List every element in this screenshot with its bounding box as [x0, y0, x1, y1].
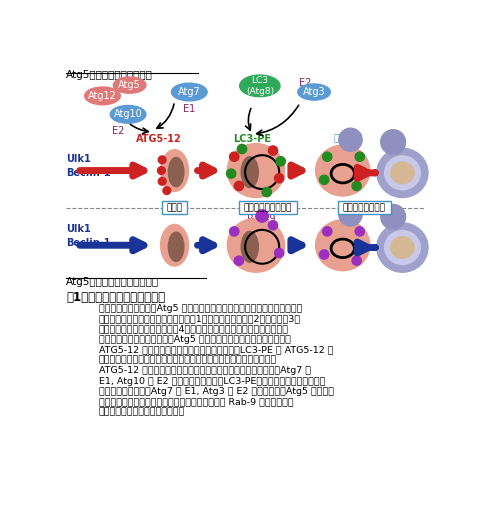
Text: オートファジーには、Atg5 に依存した反応（上段）と依存しない反応（下: オートファジーには、Atg5 に依存した反応（上段）と依存しない反応（下 — [99, 304, 302, 313]
Circle shape — [268, 146, 278, 155]
Text: オートファジーの場合には、ゴルジ膜を利用して Rab-9 依存的にオー: オートファジーの場合には、ゴルジ膜を利用して Rab-9 依存的にオー — [99, 397, 293, 406]
Text: E2: E2 — [112, 126, 124, 136]
Circle shape — [158, 167, 165, 174]
FancyBboxPatch shape — [239, 201, 297, 214]
Text: Atg12: Atg12 — [88, 91, 117, 101]
Text: E2: E2 — [298, 78, 311, 88]
Circle shape — [339, 128, 362, 151]
Circle shape — [352, 181, 361, 190]
Text: Atg5: Atg5 — [118, 80, 141, 90]
Ellipse shape — [227, 218, 285, 272]
Circle shape — [238, 144, 247, 154]
Ellipse shape — [169, 232, 184, 262]
Text: Atg3: Atg3 — [303, 87, 325, 97]
Ellipse shape — [377, 223, 428, 272]
Circle shape — [274, 248, 284, 257]
Ellipse shape — [298, 84, 331, 100]
Text: 隔離膜: 隔離膜 — [167, 203, 182, 212]
Text: オートリソソーム: オートリソソーム — [343, 203, 386, 212]
Ellipse shape — [169, 157, 184, 187]
FancyBboxPatch shape — [338, 201, 391, 214]
Text: LC3
(Atg8): LC3 (Atg8) — [246, 76, 274, 96]
Text: Ulk1
Beclin-1: Ulk1 Beclin-1 — [66, 224, 111, 248]
Text: 段）が存在する。どちらの反応も、（1）隔離膜の形成、（2）伸長、（3）: 段）が存在する。どちらの反応も、（1）隔離膜の形成、（2）伸長、（3） — [99, 314, 301, 323]
Text: オートファゴソームの形成、（4）オートリソソームの形成（リソソーム: オートファゴソームの形成、（4）オートリソソームの形成（リソソーム — [99, 325, 289, 334]
Ellipse shape — [227, 144, 285, 198]
Text: 合体依存的に隔離膜に結合し、オートファゴソーム形成に寄与する。: 合体依存的に隔離膜に結合し、オートファゴソーム形成に寄与する。 — [99, 356, 277, 365]
Circle shape — [352, 256, 361, 265]
Circle shape — [158, 177, 166, 185]
Text: リソソーム: リソソーム — [333, 132, 363, 142]
Circle shape — [229, 227, 239, 236]
Circle shape — [322, 227, 332, 236]
Circle shape — [319, 250, 329, 259]
Text: Ulk1
Beclin-1: Ulk1 Beclin-1 — [66, 154, 111, 178]
Circle shape — [381, 130, 406, 154]
Ellipse shape — [377, 148, 428, 198]
Ellipse shape — [85, 87, 120, 105]
Text: と融合）の順序で進行する。Atg5 依存的オートファジーの場合には、: と融合）の順序で進行する。Atg5 依存的オートファジーの場合には、 — [99, 335, 290, 344]
Circle shape — [339, 203, 362, 226]
Text: Atg10: Atg10 — [114, 109, 142, 119]
Circle shape — [268, 221, 278, 230]
Text: 反応が必要であり、Atg7 が E1, Atg3 が E2 として働く。Atg5 非依存的: 反応が必要であり、Atg7 が E1, Atg3 が E2 として働く。Atg5… — [99, 387, 334, 396]
Text: ATG5-12 複合体が隔離膜の伸長に必須である。LC3-PE は ATG5-12 複: ATG5-12 複合体が隔離膜の伸長に必須である。LC3-PE は ATG5-1… — [99, 345, 333, 355]
Ellipse shape — [391, 237, 414, 258]
Text: LC3-PE: LC3-PE — [233, 134, 271, 144]
Circle shape — [158, 156, 166, 164]
Circle shape — [381, 204, 406, 229]
Text: 図1　オートファジーの模式図: 図1 オートファジーの模式図 — [66, 291, 165, 304]
Circle shape — [319, 175, 329, 185]
Ellipse shape — [241, 157, 258, 188]
Circle shape — [256, 210, 268, 222]
Text: Atg7: Atg7 — [178, 87, 201, 97]
Ellipse shape — [114, 77, 146, 93]
Circle shape — [234, 181, 243, 190]
Circle shape — [355, 227, 365, 236]
Ellipse shape — [391, 162, 414, 184]
Circle shape — [227, 169, 236, 178]
Ellipse shape — [160, 224, 189, 266]
Text: E1, Atg10 が E2 として働く。また、LC3-PEの形成にもユビキチン様の: E1, Atg10 が E2 として働く。また、LC3-PEの形成にもユビキチン… — [99, 377, 325, 385]
Text: Atg5依存的オートファジー: Atg5依存的オートファジー — [66, 71, 153, 81]
Circle shape — [355, 152, 365, 161]
Circle shape — [276, 157, 285, 166]
Text: トファゴソーム形成が進行する。: トファゴソーム形成が進行する。 — [99, 408, 185, 417]
Ellipse shape — [160, 150, 189, 191]
Circle shape — [229, 152, 239, 161]
Circle shape — [322, 152, 332, 161]
Ellipse shape — [171, 83, 207, 101]
Circle shape — [262, 188, 272, 197]
Text: オートファゴソーム: オートファゴソーム — [243, 203, 292, 212]
Circle shape — [163, 187, 171, 195]
Text: E1: E1 — [183, 104, 195, 113]
Ellipse shape — [110, 106, 146, 123]
Text: ATG5-12: ATG5-12 — [136, 134, 182, 144]
Ellipse shape — [241, 231, 258, 262]
FancyBboxPatch shape — [162, 201, 187, 214]
Circle shape — [234, 256, 243, 265]
Text: ATG5-12 複合体の形成にはユビキチン様の反応が必要であり、Atg7 が: ATG5-12 複合体の形成にはユビキチン様の反応が必要であり、Atg7 が — [99, 366, 310, 375]
Text: Atg5非依存的オートファジー: Atg5非依存的オートファジー — [66, 277, 159, 287]
Ellipse shape — [240, 75, 280, 97]
Circle shape — [274, 174, 284, 183]
Text: Rab-9: Rab-9 — [247, 214, 275, 224]
Ellipse shape — [385, 156, 420, 190]
Ellipse shape — [385, 231, 420, 265]
Ellipse shape — [316, 220, 370, 271]
Ellipse shape — [316, 145, 370, 196]
